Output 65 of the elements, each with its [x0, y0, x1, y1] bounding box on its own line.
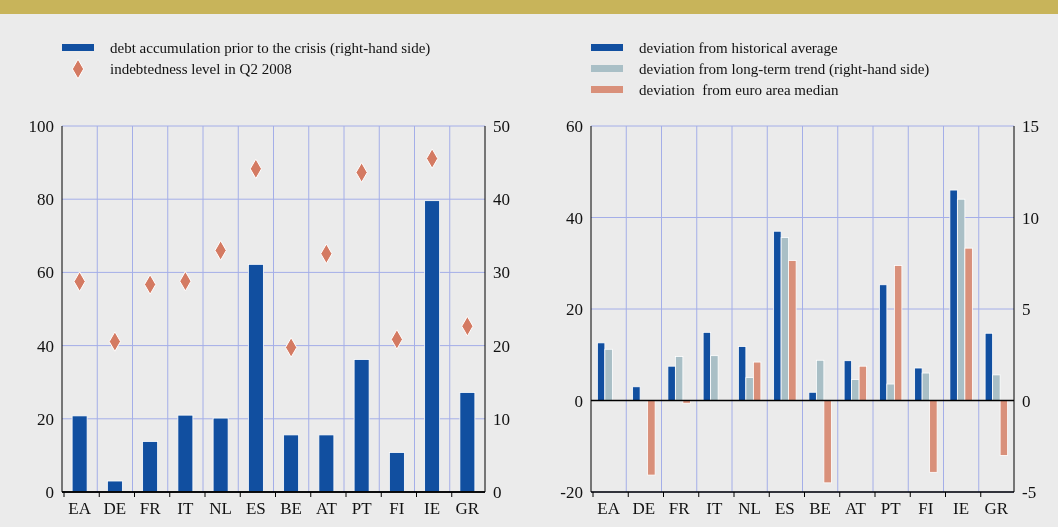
bar	[424, 200, 441, 493]
x-tick-label: NL	[209, 499, 232, 518]
y2-tick-label: 40	[493, 190, 510, 210]
bar	[353, 359, 370, 493]
bar	[177, 414, 194, 493]
x-tick-label: ES	[774, 499, 795, 518]
y-tick-label: 60	[37, 263, 54, 283]
legend-label: indebtedness level in Q2 2008	[110, 61, 292, 77]
x-tick-label: IT	[177, 499, 195, 518]
x-tick-label: AT	[844, 499, 867, 518]
x-tick-label: BE	[809, 499, 831, 518]
bar	[459, 392, 476, 493]
x-tick-label: PT	[351, 499, 373, 518]
x-tick-label: BE	[280, 499, 302, 518]
x-tick-label: NL	[738, 499, 761, 518]
y2-tick-label: 30	[493, 263, 510, 283]
x-tick-label: FI	[389, 499, 405, 518]
x-tick-label: EA	[597, 499, 621, 518]
y-tick-label: 0	[45, 483, 54, 502]
x-tick-label: IE	[424, 499, 441, 518]
bar	[212, 417, 229, 493]
x-tick-label: FR	[668, 499, 691, 518]
y-tick-label: 40	[37, 336, 54, 356]
x-tick-label: ES	[245, 499, 266, 518]
x-tick-label: PT	[880, 499, 902, 518]
y2-tick-label: 15	[1022, 117, 1039, 136]
x-tick-label: IE	[953, 499, 970, 518]
x-tick-label: DE	[103, 499, 127, 518]
y2-tick-label: 0	[493, 483, 502, 502]
bar	[318, 434, 335, 493]
legend-label: debt accumulation prior to the crisis (right-hand side)	[110, 40, 431, 57]
y-tick-label: 100	[28, 117, 54, 136]
bar	[142, 441, 159, 493]
y2-tick-label: 10	[1022, 208, 1039, 228]
y-tick-label: 40	[566, 208, 583, 228]
y2-tick-label: 50	[493, 117, 510, 136]
y2-tick-label: 5	[1022, 300, 1031, 319]
y2-tick-label: 0	[1022, 391, 1031, 411]
y-tick-label: 0	[574, 391, 583, 411]
x-tick-label: EA	[68, 499, 92, 518]
x-tick-label: AT	[315, 499, 338, 518]
y-tick-label: 80	[37, 190, 54, 210]
x-tick-label: IT	[706, 499, 724, 518]
bar	[647, 400, 656, 476]
y-tick-label: -20	[560, 483, 583, 502]
x-tick-label: GR	[984, 499, 1009, 518]
bar	[71, 415, 88, 493]
x-tick-label: DE	[632, 499, 656, 518]
y2-tick-label: 20	[493, 336, 510, 356]
y2-tick-label: 10	[493, 409, 510, 429]
bar	[106, 480, 123, 493]
legend-label: deviation from long-term trend (right-hand side)	[639, 61, 930, 78]
bar	[632, 386, 641, 401]
bar	[247, 263, 264, 493]
legend-label: deviation from historical average	[639, 40, 839, 56]
x-tick-label: GR	[455, 499, 480, 518]
y2-tick-label: -5	[1022, 483, 1037, 502]
x-tick-label: FR	[139, 499, 162, 518]
legend-label: deviation from euro area median	[639, 82, 839, 98]
x-tick-label: FI	[918, 499, 934, 518]
y-tick-label: 20	[37, 409, 54, 429]
bar	[283, 434, 300, 493]
y-tick-label: 20	[566, 300, 583, 319]
y-tick-label: 60	[566, 117, 583, 136]
bar	[388, 452, 405, 493]
